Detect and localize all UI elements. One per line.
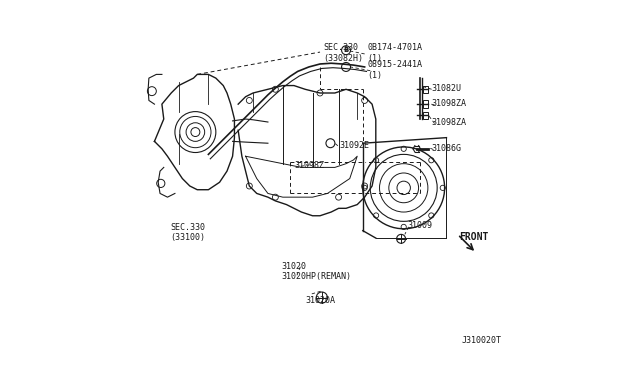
Text: FRONT: FRONT xyxy=(459,232,488,242)
Text: 0B174-4701A
(1): 0B174-4701A (1) xyxy=(367,44,422,63)
Text: 08915-2441A
(1): 08915-2441A (1) xyxy=(367,60,422,80)
Bar xyxy=(422,100,428,108)
Text: 31009: 31009 xyxy=(408,221,433,230)
Text: 31098ZA: 31098ZA xyxy=(431,118,467,126)
Text: J310020T: J310020T xyxy=(461,336,501,345)
Text: 31098Z: 31098Z xyxy=(294,161,324,170)
Bar xyxy=(422,86,428,93)
Text: B: B xyxy=(344,47,349,53)
Bar xyxy=(422,112,428,119)
Text: 31020
31020HP(REMAN): 31020 31020HP(REMAN) xyxy=(281,262,351,281)
Text: 31086G: 31086G xyxy=(431,144,461,153)
Text: SEC.330
(33100): SEC.330 (33100) xyxy=(170,223,205,242)
Text: 31098ZA: 31098ZA xyxy=(431,99,467,108)
Text: 31092E: 31092E xyxy=(339,141,369,150)
Text: 31082U: 31082U xyxy=(431,84,461,93)
Text: 31020A: 31020A xyxy=(306,296,336,305)
Text: SEC.330
(33082H): SEC.330 (33082H) xyxy=(324,43,364,62)
